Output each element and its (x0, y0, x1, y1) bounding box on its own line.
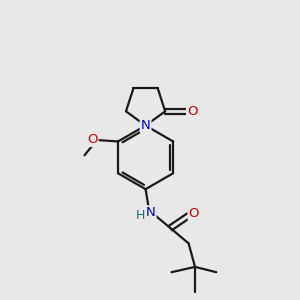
Text: H: H (136, 209, 146, 222)
Text: N: N (146, 206, 155, 219)
Text: O: O (189, 207, 199, 220)
Text: O: O (187, 105, 197, 118)
Text: O: O (87, 133, 98, 146)
Text: N: N (141, 119, 151, 132)
